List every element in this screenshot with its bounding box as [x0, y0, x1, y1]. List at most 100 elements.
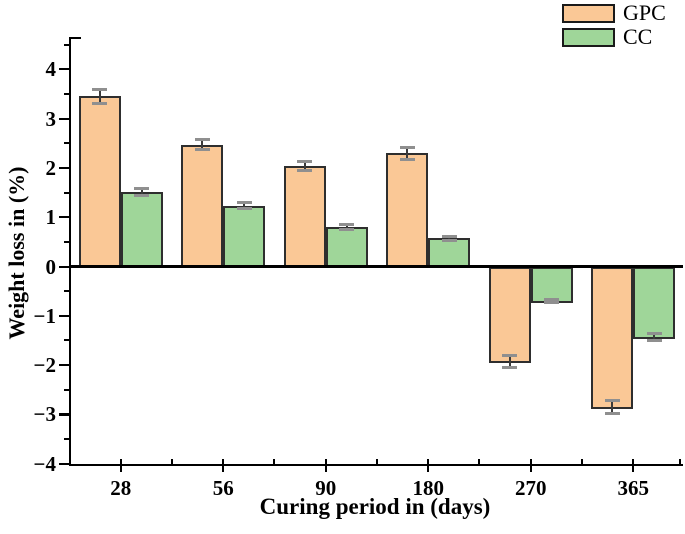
y-minor-tick — [64, 290, 70, 293]
error-bar-stem — [448, 236, 451, 241]
error-bar-cap — [339, 228, 355, 232]
error-bar-cap — [604, 412, 620, 416]
y-axis-end-tick — [70, 37, 81, 40]
error-bar-cap — [604, 398, 620, 402]
y-tick-label-0: 0 — [45, 254, 57, 279]
error-bar-cap — [399, 157, 415, 161]
error-bar-cap — [544, 301, 560, 305]
y-minor-tick — [64, 438, 70, 441]
error-bar-stem — [653, 333, 656, 341]
y-minor-tick — [64, 43, 70, 46]
x-major-tick — [119, 458, 122, 472]
error-bar-cap — [646, 332, 662, 336]
y-major-tick — [59, 117, 70, 120]
bar-gpc-270 — [488, 266, 531, 364]
x-tick-label-56: 56 — [212, 476, 234, 500]
x-major-tick — [222, 458, 225, 472]
error-bar-stem — [406, 147, 409, 160]
bar-gpc-90 — [283, 166, 326, 269]
y-major-tick — [59, 216, 70, 219]
x-tick-label-90: 90 — [315, 476, 337, 500]
error-bar-cap — [399, 145, 415, 149]
x-tick-label-180: 180 — [412, 476, 444, 500]
error-bar-cap — [502, 365, 518, 369]
y-tick-label--4: −4 — [33, 451, 56, 476]
error-bar-cap — [92, 87, 108, 91]
x-tick-label-365: 365 — [617, 476, 649, 500]
bar-cc-365 — [633, 266, 676, 339]
error-bar-cap — [339, 223, 355, 227]
x-minor-tick — [375, 458, 378, 464]
y-minor-tick — [64, 191, 70, 194]
bar-gpc-180 — [386, 153, 429, 269]
error-bar-cap — [297, 160, 313, 164]
error-bar-stem — [98, 89, 101, 104]
x-tick-label-270: 270 — [514, 476, 547, 500]
y-major-tick — [59, 265, 70, 268]
legend-label-cc: CC — [623, 24, 653, 49]
y-major-tick — [59, 68, 70, 71]
error-bar-stem — [611, 400, 614, 414]
y-tick-label-4: 4 — [45, 57, 57, 82]
error-bar-cap — [502, 353, 518, 357]
y-minor-tick — [64, 240, 70, 243]
bar-gpc-365 — [591, 266, 634, 409]
legend-swatch-cc — [562, 27, 615, 47]
zero-line — [70, 265, 683, 268]
y-major-tick — [59, 166, 70, 170]
legend-item-gpc: GPC — [562, 2, 666, 24]
y-tick-label--3: −3 — [33, 402, 56, 427]
legend-swatch-gpc — [562, 3, 615, 23]
y-minor-tick — [64, 339, 70, 342]
error-bar-stem — [140, 188, 143, 195]
x-major-tick — [632, 458, 635, 472]
y-minor-tick — [64, 388, 70, 391]
error-bar-cap — [92, 102, 108, 106]
error-bar-stem — [243, 202, 246, 209]
y-minor-tick — [64, 142, 70, 145]
error-bar-cap — [236, 201, 252, 205]
error-bar-stem — [508, 355, 511, 368]
y-tick-label-1: 1 — [45, 205, 57, 230]
y-tick-label-3: 3 — [45, 106, 57, 131]
bar-cc-180 — [428, 238, 471, 269]
error-bar-stem — [345, 224, 348, 230]
y-tick-label--1: −1 — [33, 303, 56, 328]
error-bar-stem — [303, 161, 306, 171]
error-bar-stem — [201, 139, 204, 150]
x-axis-spine — [68, 463, 683, 467]
y-tick-label-2: 2 — [45, 155, 57, 180]
error-bar-stem — [550, 299, 553, 303]
bar-cc-90 — [325, 227, 368, 269]
legend-label-gpc: GPC — [623, 0, 666, 25]
legend-item-cc: CC — [562, 26, 666, 48]
error-bar-cap — [134, 186, 150, 190]
x-axis-title: Curing period in (days) — [259, 494, 491, 519]
legend: GPC CC — [562, 2, 666, 50]
x-minor-tick — [580, 458, 583, 464]
x-tick-label-28: 28 — [110, 476, 132, 500]
bar-gpc-56 — [181, 144, 224, 269]
x-major-tick — [324, 458, 327, 472]
x-minor-tick — [478, 458, 481, 464]
x-minor-tick — [170, 458, 173, 464]
x-major-tick — [529, 458, 532, 472]
y-tick-label--2: −2 — [33, 353, 56, 378]
bar-gpc-28 — [78, 96, 121, 269]
x-major-tick — [427, 458, 430, 472]
error-bar-cap — [544, 297, 560, 301]
x-minor-tick — [679, 458, 681, 464]
y-major-tick — [59, 314, 70, 317]
error-bar-cap — [441, 234, 457, 238]
y-minor-tick — [64, 92, 70, 95]
error-bar-cap — [134, 193, 150, 197]
error-bar-cap — [194, 148, 210, 152]
error-bar-cap — [236, 207, 252, 211]
error-bar-cap — [297, 169, 313, 173]
y-major-tick — [59, 364, 70, 367]
error-bar-cap — [441, 238, 457, 242]
error-bar-cap — [194, 138, 210, 142]
y-axis-title: Weight loss in (%) — [4, 166, 29, 340]
